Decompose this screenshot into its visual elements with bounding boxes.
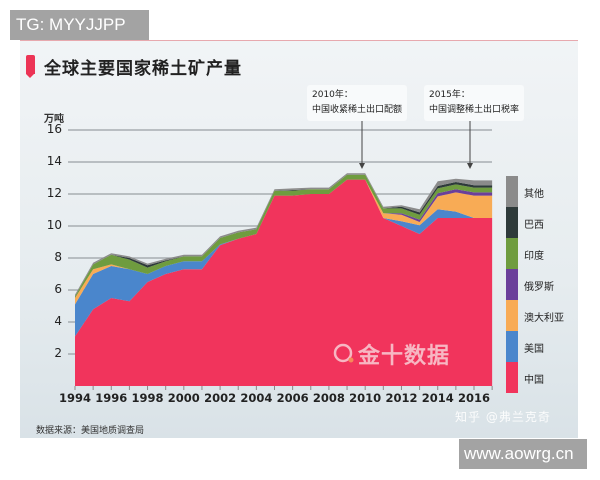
x-tick-label: 2016 bbox=[457, 391, 490, 405]
y-tick-label: 8 bbox=[54, 250, 62, 264]
watermark-top-left: TG: MYYJJPP bbox=[10, 10, 149, 40]
zhihu-watermark: 知乎 @弗兰克奇 bbox=[455, 410, 551, 424]
watermark-bottom-right: www.aowrg.cn bbox=[459, 439, 587, 469]
legend-swatch bbox=[506, 331, 518, 362]
area-series-印度 bbox=[75, 174, 493, 298]
annotation-2010: 2010年： 中国收紧稀土出口配额 bbox=[307, 85, 408, 121]
x-tick-label: 2010 bbox=[349, 391, 382, 405]
card-top-border bbox=[20, 40, 578, 41]
y-tick-label: 16 bbox=[46, 122, 62, 136]
legend-label: 俄罗斯 bbox=[524, 282, 554, 293]
area-series-俄罗斯 bbox=[75, 179, 493, 298]
chart-title: 全球主要国家稀土矿产量 bbox=[44, 59, 242, 79]
y-axis-unit: 万吨 bbox=[44, 114, 64, 125]
logo-icon bbox=[333, 343, 353, 363]
legend-swatch bbox=[506, 300, 518, 331]
x-tick-label: 1996 bbox=[95, 391, 128, 405]
y-tick-label: 14 bbox=[46, 154, 62, 168]
y-tick-label: 12 bbox=[46, 186, 62, 200]
x-tick-label: 1998 bbox=[131, 391, 164, 405]
legend-label: 中国 bbox=[524, 375, 544, 386]
annotation-year: 2010年： bbox=[312, 90, 353, 100]
x-tick-label: 2000 bbox=[167, 391, 200, 405]
area-series-中国 bbox=[75, 179, 493, 386]
legend-label: 美国 bbox=[524, 344, 544, 355]
x-tick-label: 2002 bbox=[204, 391, 237, 405]
x-tick-label: 2014 bbox=[421, 391, 454, 405]
legend-swatch bbox=[506, 362, 518, 393]
legend-label: 澳大利亚 bbox=[524, 313, 564, 324]
legend-label: 其他 bbox=[524, 189, 544, 200]
x-tick-label: 1994 bbox=[58, 391, 91, 405]
legend-label: 巴西 bbox=[524, 220, 544, 231]
x-tick-label: 2004 bbox=[240, 391, 273, 405]
x-tick-label: 2012 bbox=[385, 391, 418, 405]
logo-watermark: 金十数据 bbox=[358, 344, 451, 369]
legend-label: 印度 bbox=[524, 251, 544, 262]
legend-swatch bbox=[506, 238, 518, 269]
y-tick-label: 10 bbox=[46, 218, 62, 232]
y-tick-label: 4 bbox=[54, 314, 62, 328]
x-tick-label: 2006 bbox=[276, 391, 309, 405]
y-tick-label: 2 bbox=[54, 346, 62, 360]
area-series-美国 bbox=[75, 179, 493, 337]
y-tick-label: 6 bbox=[54, 282, 62, 296]
legend-swatch bbox=[506, 269, 518, 300]
x-tick-label: 2008 bbox=[312, 391, 345, 405]
annotation-text: 中国调整稀土出口税率 bbox=[429, 105, 520, 115]
title-bookmark-icon bbox=[26, 55, 35, 78]
annotation-text: 中国收紧稀土出口配额 bbox=[312, 105, 403, 115]
annotation-year: 2015年： bbox=[429, 90, 470, 100]
legend-swatch bbox=[506, 176, 518, 207]
legend-swatch bbox=[506, 207, 518, 238]
annotation-2015: 2015年： 中国调整稀土出口税率 bbox=[424, 85, 525, 121]
data-source: 数据来源：美国地质调查局 bbox=[36, 426, 145, 436]
